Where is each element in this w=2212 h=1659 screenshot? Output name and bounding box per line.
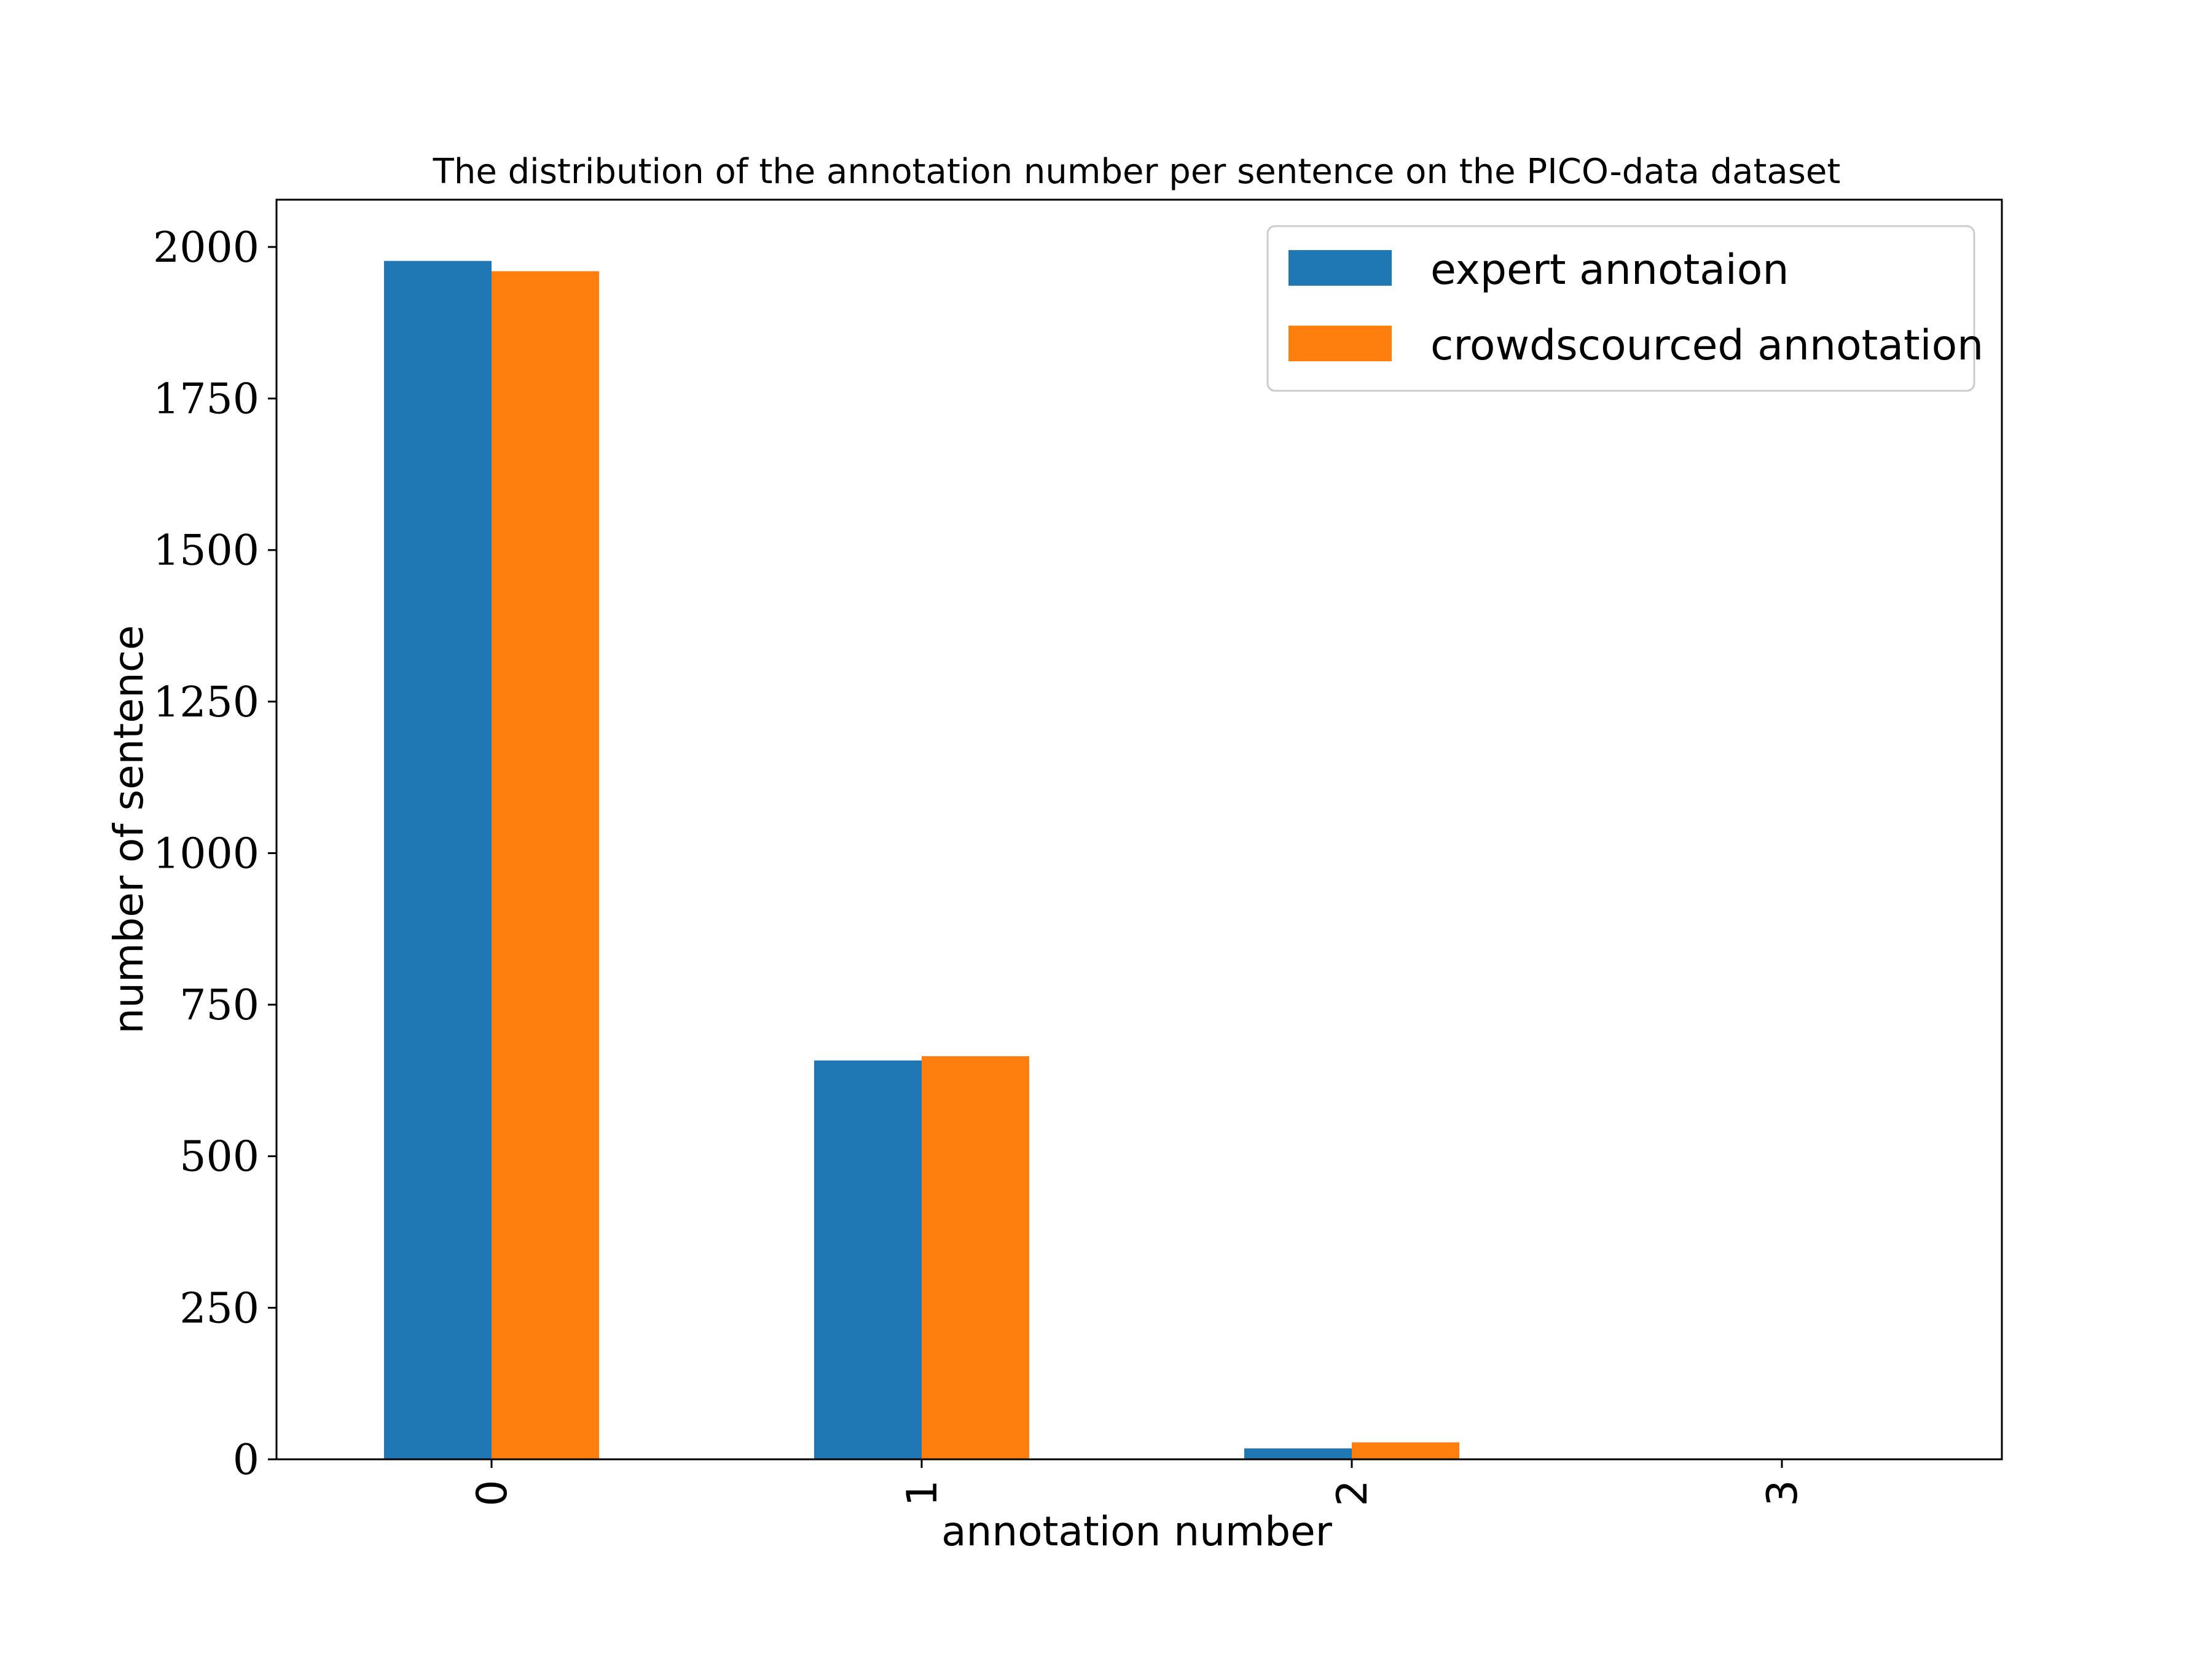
y-tick-label: 1000 xyxy=(153,830,259,878)
x-tick-label: 0 xyxy=(468,1480,517,1506)
y-tick-label: 750 xyxy=(179,981,259,1030)
x-axis-label: annotation number xyxy=(941,1508,1333,1555)
legend-swatch-crowd xyxy=(1288,326,1392,361)
y-axis-ticks: 0 250 500 750 1000 1250 1500 1750 2000 xyxy=(153,224,276,1484)
y-axis-label: number of sentence xyxy=(105,625,152,1033)
legend-frame xyxy=(1266,225,1975,392)
legend-label-expert: expert annotaion xyxy=(1430,246,1789,294)
legend: expert annotaion crowdscourced annotatio… xyxy=(1266,225,1983,392)
bars-layer xyxy=(384,261,1459,1460)
x-tick-label: 2 xyxy=(1328,1480,1377,1506)
y-tick-label: 1250 xyxy=(153,678,259,727)
y-tick-label: 1500 xyxy=(153,527,259,575)
x-tick-label: 1 xyxy=(898,1480,947,1506)
plot-area-frame xyxy=(275,198,2003,1461)
chart-title: The distribution of the annotation numbe… xyxy=(433,152,1841,192)
y-tick-label: 1750 xyxy=(153,375,259,424)
y-tick-label: 500 xyxy=(179,1133,259,1182)
y-tick-label: 2000 xyxy=(153,224,259,272)
legend-swatch-expert xyxy=(1288,250,1392,286)
y-tick-label: 250 xyxy=(179,1284,259,1333)
bar-crowd-0 xyxy=(492,271,599,1459)
bar-crowd-2 xyxy=(1352,1442,1459,1459)
bar-expert-1 xyxy=(814,1060,922,1459)
y-tick-label: 0 xyxy=(233,1436,259,1484)
x-tick-label: 3 xyxy=(1759,1480,1807,1506)
bar-expert-0 xyxy=(384,261,492,1460)
x-axis-ticks: 0 1 2 3 xyxy=(468,1459,1807,1507)
legend-label-crowd: crowdscourced annotation xyxy=(1430,321,1983,370)
bar-crowd-1 xyxy=(922,1056,1029,1459)
bar-expert-2 xyxy=(1244,1448,1352,1459)
